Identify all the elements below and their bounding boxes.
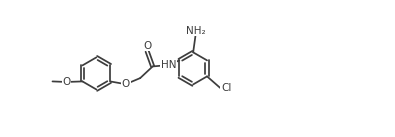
Text: O: O bbox=[143, 41, 151, 51]
Text: HN: HN bbox=[161, 60, 177, 70]
Text: O: O bbox=[62, 77, 70, 87]
Text: NH₂: NH₂ bbox=[186, 26, 205, 36]
Text: Cl: Cl bbox=[221, 83, 231, 93]
Text: O: O bbox=[122, 79, 130, 89]
